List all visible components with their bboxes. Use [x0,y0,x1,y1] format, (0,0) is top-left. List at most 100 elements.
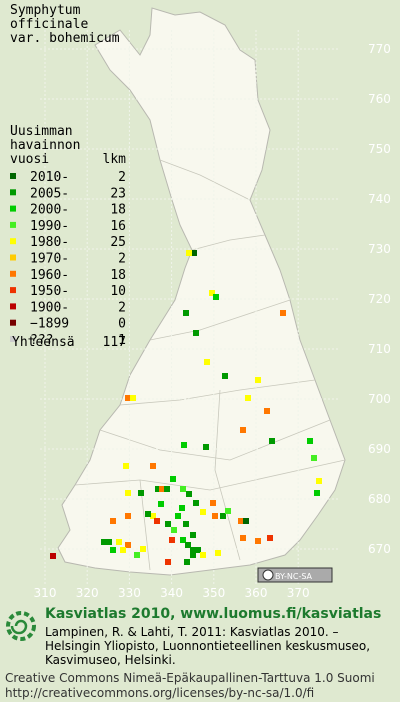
legend-heading: lkm [103,152,127,167]
citation-line: Lampinen, R. & Lahti, T. 2011: Kasviatla… [45,625,339,639]
license-badge: BY-NC-SA [257,567,333,583]
north-label: 720 [368,292,391,306]
observation-square [130,395,136,401]
legend-swatch [10,270,16,277]
legend-count: 2 [118,252,126,267]
legend-swatch [10,336,16,342]
east-label: 340 [160,586,183,600]
legend-swatch [10,205,16,212]
observation-square [307,438,313,444]
observation-square [125,395,131,401]
observation-square [125,490,131,496]
legend-label: 2010- [30,170,69,185]
observation-square [193,330,199,336]
north-label: 670 [368,542,391,556]
observation-square [165,521,171,527]
license-line: Creative Commons Nimeä-Epäkaupallinen-Ta… [5,671,375,685]
observation-square [240,535,246,541]
total-label: Yhteensä [12,335,75,350]
observation-square [210,500,216,506]
observation-square [185,542,191,548]
title-line: Symphytum [10,3,81,18]
observation-square [191,250,197,256]
observation-square [181,442,187,448]
legend-count: 18 [110,268,126,283]
observations [50,250,322,565]
observation-square [169,537,175,543]
north-label: 750 [368,142,391,156]
observation-square [316,478,322,484]
observation-square [140,546,146,552]
legend-swatch [10,319,16,326]
legend-swatch [10,173,16,179]
observation-square [213,294,219,300]
east-label: 310 [34,586,57,600]
observation-square [190,552,196,558]
north-label: 770 [368,42,391,56]
observation-square [190,532,196,538]
observation-square [123,463,129,469]
legend-count: 10 [110,284,126,299]
observation-square [190,547,196,553]
legend-label: 1960- [30,268,69,283]
observation-square [183,521,189,527]
observation-square [193,500,199,506]
observation-square [134,552,140,558]
legend-count: 25 [110,235,126,250]
legend-count: 23 [110,186,126,201]
badge-text: BY-NC-SA [275,572,313,581]
legend-count: 0 [118,317,126,332]
legend-swatch [10,254,16,261]
legend-label: ??? [30,333,53,348]
observation-square [186,491,192,497]
legend-label: 1970- [30,252,69,267]
observation-square [243,518,249,524]
observation-square [255,377,261,383]
title-line: officinale [10,17,88,32]
north-label: 700 [368,392,391,406]
observation-square [280,310,286,316]
observation-square [138,490,144,496]
observation-square [165,559,171,565]
observation-square [180,486,186,492]
observation-square [145,511,151,517]
observation-square [220,513,226,519]
observation-square [245,395,251,401]
legend-label: 1980- [30,235,69,250]
legend-heading: vuosi [10,152,49,167]
legend-count: 16 [110,219,126,234]
observation-square [101,539,107,545]
observation-square [164,486,170,492]
observation-square [238,518,244,524]
north-label: 730 [368,242,391,256]
observation-square [171,527,177,533]
observation-square [314,490,320,496]
observation-square [200,552,206,558]
observation-square [180,537,186,543]
observation-square [155,486,161,492]
east-label: 350 [202,586,225,600]
legend-count: 1 [118,333,126,348]
legend-swatch [10,303,16,310]
east-label: 330 [118,586,141,600]
legend-label: 2005- [30,186,69,201]
east-label: 370 [287,586,310,600]
observation-square [106,539,112,545]
observation-square [159,486,165,492]
legend-label: 1990- [30,219,69,234]
observation-square [222,373,228,379]
grid: 770 760 750 740 730 720 710 700 690 680 670 310 320 3… [34,30,391,600]
legend-count: 2 [118,170,126,185]
observation-square [186,250,192,256]
observation-square [154,518,160,524]
legend-swatch [10,221,16,228]
observation-square [225,508,231,514]
title-line: var. bohemicum [10,31,120,46]
observation-square [150,463,156,469]
east-label: 320 [76,586,99,600]
observation-square [150,513,156,519]
legend-label: −1899 [30,317,69,332]
logo [6,611,36,641]
legend-header: havainnon [10,138,80,153]
